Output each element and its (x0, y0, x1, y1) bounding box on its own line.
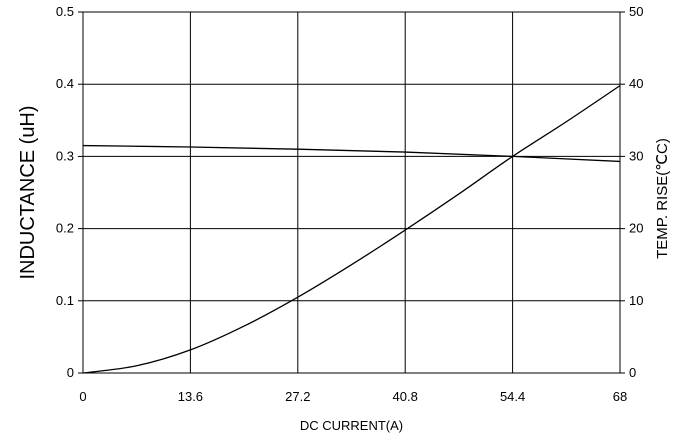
x-tick-label: 54.4 (500, 389, 525, 404)
y-tick-label: 0.3 (56, 148, 74, 163)
y2-tick-label: 0 (629, 365, 636, 380)
y-axis-title-left: INDUCTANCE (uH) (17, 105, 39, 279)
x-tick-label: 27.2 (285, 389, 310, 404)
y-tick-label: 0.1 (56, 293, 74, 308)
y2-tick-label: 30 (629, 148, 643, 163)
y-tick-label: 0.4 (56, 76, 74, 91)
y2-tick-label: 10 (629, 293, 643, 308)
plot-area-frame (82, 11, 621, 374)
y-tick-labels: 0 0.1 0.2 0.3 0.4 0.5 (56, 4, 74, 380)
temp-rise-curve (82, 85, 621, 374)
grid-lines (78, 11, 625, 374)
x-tick-label: 13.6 (178, 389, 203, 404)
y-tick-label: 0.5 (56, 4, 74, 19)
series-layer (82, 85, 621, 374)
x-tick-label: 0 (79, 389, 86, 404)
inductance-curve (82, 144, 621, 163)
x-tick-label: 68 (613, 389, 627, 404)
y2-tick-label: 20 (629, 221, 643, 236)
y2-tick-labels: 0 10 20 30 40 50 (629, 4, 643, 380)
y2-tick-label: 50 (629, 4, 643, 19)
y-tick-label: 0 (67, 365, 74, 380)
x-tick-labels: 0 13.6 27.2 40.8 54.4 68 (79, 389, 627, 404)
x-axis-title: DC CURRENT(A) (300, 418, 403, 433)
y-axis-title-right: TEMP. RISE(℃C) (654, 138, 671, 259)
y2-tick-label: 40 (629, 76, 643, 91)
y-tick-label: 0.2 (56, 221, 74, 236)
x-tick-label: 40.8 (393, 389, 418, 404)
